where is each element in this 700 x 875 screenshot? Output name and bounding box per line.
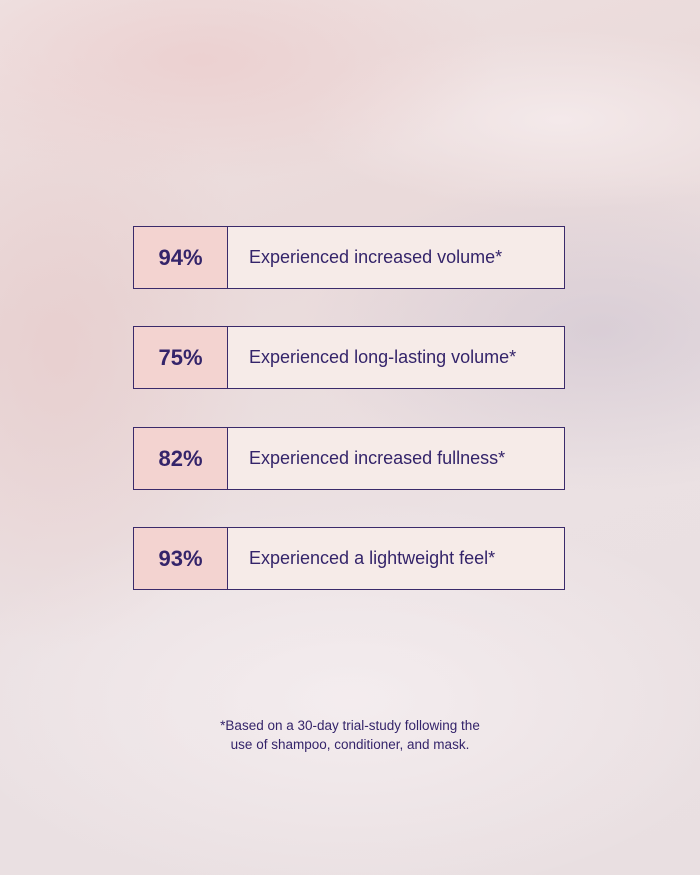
stat-percent: 93% (134, 528, 228, 589)
stat-label: Experienced a lightweight feel* (228, 528, 564, 589)
stat-row: 75% Experienced long-lasting volume* (133, 326, 565, 389)
stat-row: 93% Experienced a lightweight feel* (133, 527, 565, 590)
stat-label: Experienced increased volume* (228, 227, 564, 288)
footnote: *Based on a 30-day trial-study following… (0, 716, 700, 754)
stat-row: 94% Experienced increased volume* (133, 226, 565, 289)
stat-label: Experienced long-lasting volume* (228, 327, 564, 388)
stat-percent: 75% (134, 327, 228, 388)
footnote-line: use of shampoo, conditioner, and mask. (230, 737, 470, 752)
stat-row: 82% Experienced increased fullness* (133, 427, 565, 490)
stat-percent: 82% (134, 428, 228, 489)
stat-percent: 94% (134, 227, 228, 288)
footnote-line: *Based on a 30-day trial-study following… (220, 718, 480, 733)
stat-label: Experienced increased fullness* (228, 428, 564, 489)
